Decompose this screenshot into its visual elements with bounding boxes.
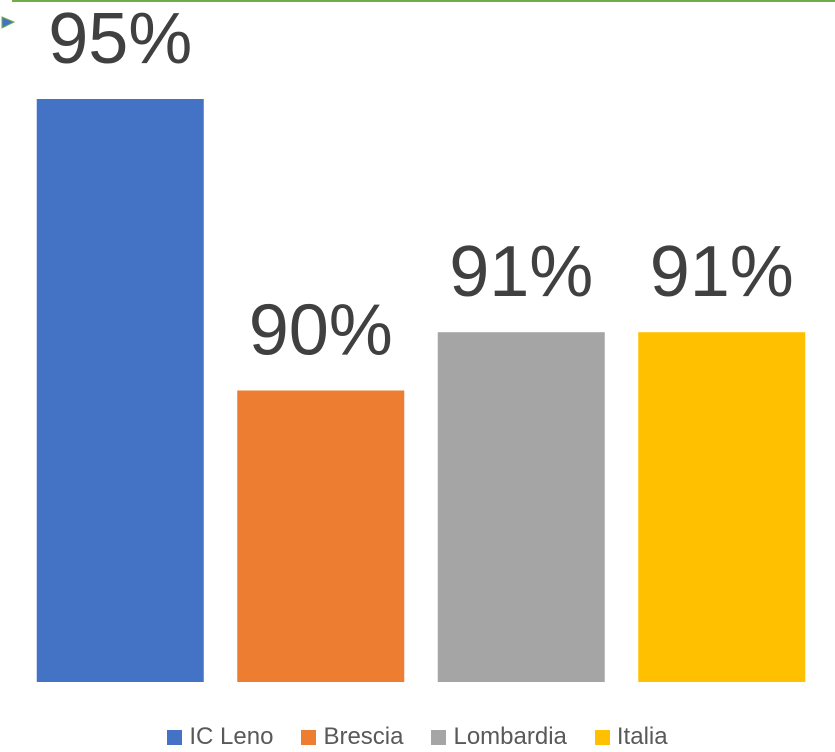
legend-swatch-ic-leno: [167, 729, 183, 745]
bar-italia[interactable]: [638, 332, 806, 682]
legend-label-brescia: Brescia: [323, 723, 404, 750]
legend-item-ic-leno[interactable]: IC Leno: [167, 722, 273, 752]
legend-item-italia[interactable]: Italia: [594, 722, 668, 752]
bar-lombardia[interactable]: [437, 332, 605, 682]
data-labels-layer: 95% 90% 91% 91%: [48, 0, 794, 371]
legend-item-brescia[interactable]: Brescia: [301, 722, 403, 752]
bar-brescia[interactable]: [237, 390, 405, 683]
data-label-ic-leno: 95%: [48, 0, 192, 79]
data-label-lombardia: 91%: [449, 232, 593, 312]
legend-swatch-lombardia: [431, 729, 447, 745]
data-label-italia: 91%: [650, 232, 794, 312]
legend-label-ic-leno: IC Leno: [189, 723, 274, 750]
legend-label-italia: Italia: [616, 723, 668, 750]
frame-arrow-icon: [1, 16, 16, 29]
legend-label-lombardia: Lombardia: [453, 723, 567, 750]
legend: IC Leno Brescia Lombardia Italia: [0, 722, 835, 752]
bars-layer: [36, 99, 806, 683]
legend-swatch-brescia: [301, 729, 317, 745]
legend-swatch-italia: [594, 729, 610, 745]
bar-ic-leno[interactable]: [36, 99, 204, 682]
data-label-brescia: 90%: [249, 291, 393, 371]
legend-item-lombardia[interactable]: Lombardia: [431, 722, 567, 752]
